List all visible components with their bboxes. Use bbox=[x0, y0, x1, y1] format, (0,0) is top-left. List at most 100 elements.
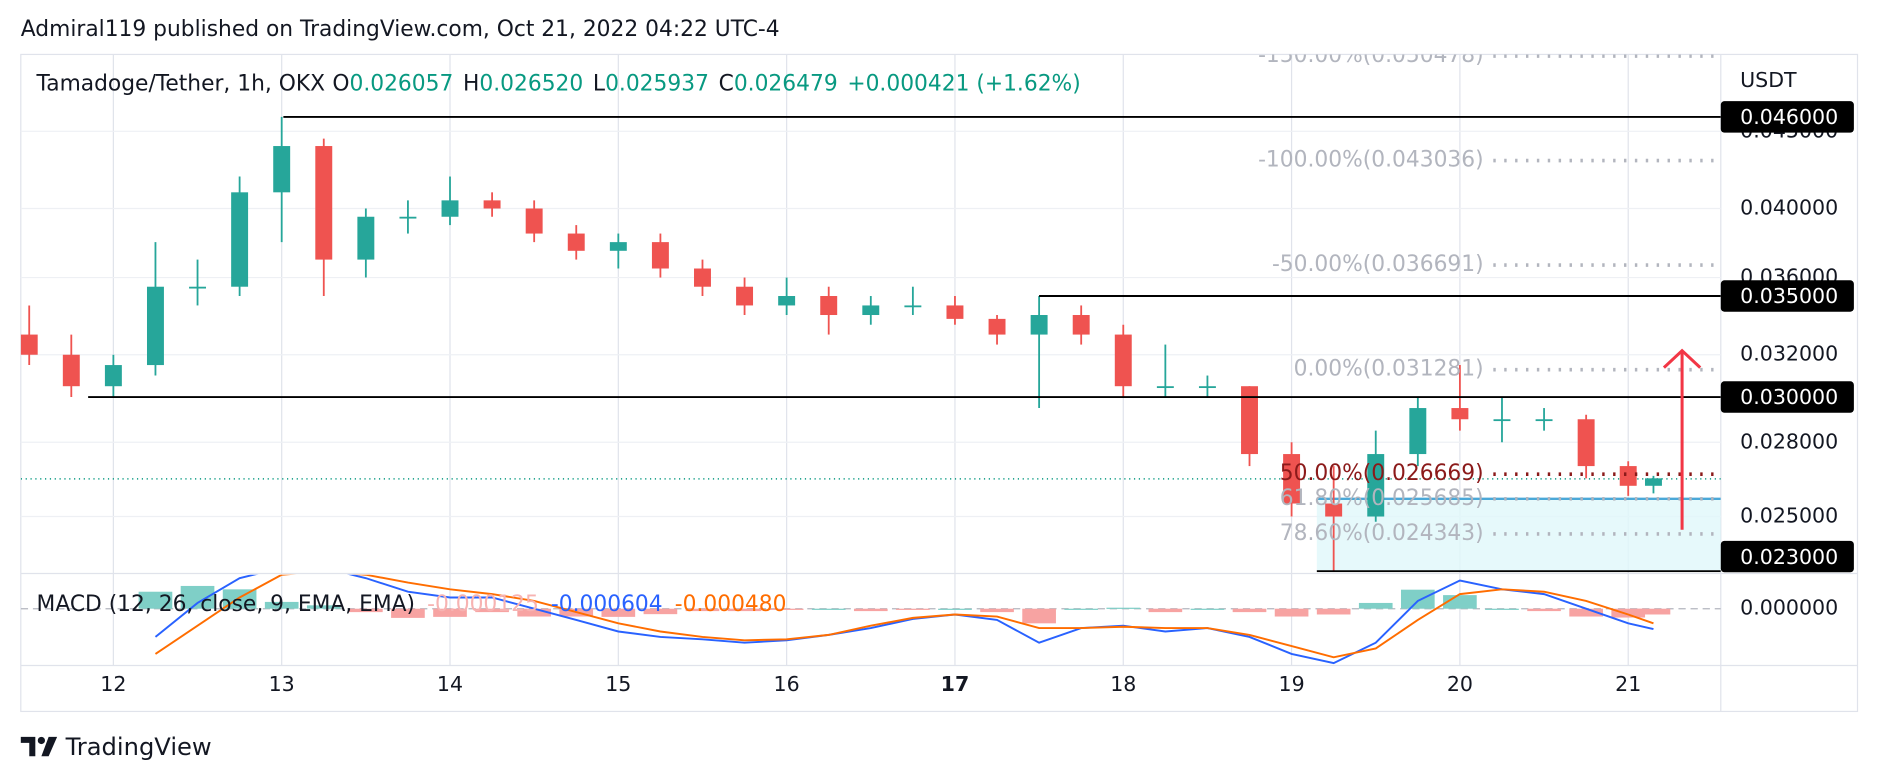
macd-histogram-bar bbox=[1190, 608, 1225, 610]
fib-label: 61.80%(0.025685) bbox=[1280, 486, 1484, 511]
y-tick-label: 0.032000 bbox=[1740, 342, 1838, 366]
macd-histogram-bar bbox=[306, 605, 341, 609]
macd-histogram-bar bbox=[1358, 602, 1393, 609]
x-tick-label: 16 bbox=[774, 672, 800, 696]
level-badge bbox=[1720, 101, 1854, 133]
macd-readout: -0.000480 bbox=[675, 592, 787, 617]
macd-histogram-bar bbox=[349, 608, 383, 613]
candle-body bbox=[357, 216, 375, 260]
footer-logo bbox=[20, 736, 58, 757]
candle-body bbox=[736, 286, 754, 306]
macd-histogram-bar bbox=[1106, 607, 1141, 609]
macd-histogram-bar bbox=[727, 608, 762, 612]
ohlc-value: 0.026057 bbox=[349, 72, 453, 97]
macd-histogram-bar bbox=[1611, 608, 1646, 618]
macd-readout: -0.000125 bbox=[427, 592, 539, 617]
macd-histogram-bar bbox=[1400, 589, 1435, 609]
level-label: 0.030000 bbox=[1740, 385, 1838, 409]
candle-body bbox=[651, 242, 669, 269]
x-tick-label: 19 bbox=[1279, 672, 1305, 696]
macd-histogram-bar bbox=[643, 608, 678, 615]
x-tick-label: 14 bbox=[437, 672, 463, 696]
x-tick-label: 21 bbox=[1615, 672, 1641, 696]
level-badge bbox=[1720, 540, 1854, 573]
y-tick-label: 0.000000 bbox=[1740, 596, 1838, 620]
candle-body bbox=[399, 216, 417, 219]
macd-histogram-bar bbox=[1274, 608, 1309, 617]
macd-histogram-bar bbox=[1148, 608, 1183, 613]
macd-histogram-bar bbox=[180, 585, 215, 609]
fib-label: 0.00%(0.031281) bbox=[1294, 357, 1484, 382]
x-tick-label: 12 bbox=[100, 672, 126, 696]
macd-histogram-bar bbox=[391, 608, 425, 618]
x-tick-label: 18 bbox=[1110, 672, 1136, 696]
candle-body bbox=[694, 268, 711, 287]
candle-body bbox=[1619, 466, 1637, 486]
candle-body bbox=[231, 192, 249, 287]
macd-title: MACD (12, 26, close, 9, EMA, EMA) bbox=[37, 592, 415, 617]
x-tick-label: 20 bbox=[1447, 672, 1473, 696]
ohlc-value: 0.026520 bbox=[479, 72, 583, 97]
level-label: 0.023000 bbox=[1740, 545, 1838, 569]
fib-label: -50.00%(0.036691) bbox=[1272, 252, 1484, 277]
candle-body bbox=[609, 242, 627, 251]
macd-histogram-bar bbox=[1636, 608, 1671, 615]
candle-body bbox=[1283, 454, 1301, 504]
candle-body bbox=[778, 296, 796, 306]
change: +0.000421 (+1.62%) bbox=[847, 72, 1080, 97]
macd-histogram-bar bbox=[601, 608, 636, 617]
ohlc-value: 0.026479 bbox=[734, 72, 838, 97]
symbol-title: Tamadoge/Tether, 1h, OKX bbox=[36, 72, 326, 97]
candle-body bbox=[1198, 386, 1216, 389]
x-tick-label: 13 bbox=[269, 672, 295, 696]
candle-body bbox=[1072, 315, 1090, 335]
macd-histogram-bar bbox=[264, 601, 299, 609]
x-tick-label: 15 bbox=[605, 672, 631, 696]
macd-histogram-bar bbox=[1232, 608, 1267, 613]
fib-label: -150.00%(0.050478) bbox=[1258, 43, 1484, 68]
macd-line bbox=[154, 574, 1654, 665]
arrow-head bbox=[1662, 348, 1702, 369]
candle-body bbox=[1241, 386, 1258, 455]
fib-label: -100.00%(0.043036) bbox=[1258, 148, 1484, 173]
macd-histogram-bar bbox=[475, 608, 509, 613]
candle-body bbox=[189, 286, 207, 289]
symbol-legend: Tamadoge/Tether, 1h, OKX O0.026057 H0.0265… bbox=[36, 72, 1081, 97]
y-tick-label: 0.025000 bbox=[1740, 504, 1838, 528]
candle-body bbox=[1535, 419, 1553, 422]
macd-readout: -0.000604 bbox=[551, 592, 663, 617]
y-tick-label: 0.040000 bbox=[1740, 196, 1838, 220]
macd-histogram-bar bbox=[685, 608, 720, 612]
y-unit: USDT bbox=[1740, 68, 1797, 92]
macd-histogram-bar bbox=[517, 608, 551, 617]
candle-body bbox=[904, 305, 922, 308]
level-label: 0.046000 bbox=[1740, 105, 1838, 129]
y-tick-label: 0.028000 bbox=[1740, 429, 1838, 453]
fib-label: 78.60%(0.024343) bbox=[1280, 521, 1484, 546]
ohlc-value: 0.025937 bbox=[605, 72, 709, 97]
chart-frame bbox=[20, 53, 1859, 713]
macd-legend: MACD (12, 26, close, 9, EMA, EMA) -0.0001… bbox=[37, 592, 787, 617]
macd-histogram-bar bbox=[769, 608, 804, 610]
candle-body bbox=[862, 305, 880, 316]
macd-histogram-bar bbox=[896, 608, 930, 610]
candle-body bbox=[1451, 408, 1469, 420]
macd-line bbox=[154, 574, 1654, 659]
candle-body bbox=[20, 334, 38, 355]
macd-histogram-bar bbox=[138, 591, 173, 609]
candle-body bbox=[1493, 419, 1511, 422]
ohlc-key: C bbox=[719, 72, 734, 97]
ohlc-key: O bbox=[332, 72, 349, 97]
candle-body bbox=[1325, 503, 1343, 517]
candle-body bbox=[1156, 386, 1174, 389]
ohlc-key: H bbox=[463, 72, 479, 97]
byline: Admiral119 published on TradingView.com,… bbox=[21, 17, 780, 42]
macd-histogram-bar bbox=[433, 608, 467, 617]
macd-histogram-bar bbox=[1064, 608, 1099, 610]
candle-body bbox=[1644, 478, 1662, 486]
macd-histogram-bar bbox=[1527, 608, 1561, 612]
candle-body bbox=[946, 305, 964, 319]
candle-body bbox=[567, 233, 585, 251]
candle-body bbox=[441, 200, 459, 217]
